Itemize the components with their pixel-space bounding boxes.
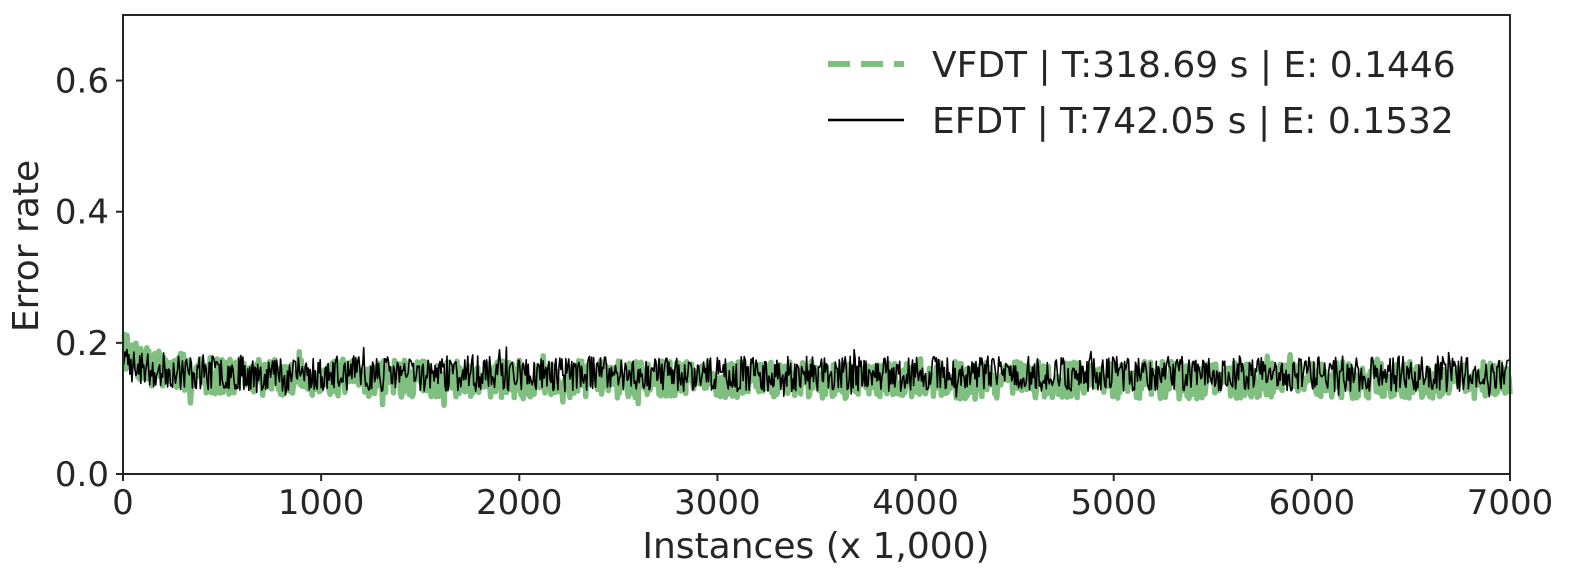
x-tick-label: 2000 [476, 483, 563, 523]
y-tick-label: 0.0 [55, 455, 109, 495]
x-tick-label: 7000 [1467, 483, 1554, 523]
ticks-layer: 0 1000 2000 3000 4000 5000 6000 7000 0.0 0.2 0.4 0.… [55, 62, 1553, 523]
y-tick-label: 0.6 [55, 62, 109, 102]
x-tick-label: 5000 [1070, 483, 1157, 523]
axes-frame [122, 14, 1511, 475]
legend-label-efdt: EFDT | T:742.05 s | E: 0.1532 [932, 101, 1454, 142]
x-tick-label: 3000 [674, 483, 761, 523]
x-tick-label: 0 [112, 483, 134, 523]
legend-label-vfdt: VFDT | T:318.69 s | E: 0.1446 [932, 45, 1456, 86]
y-tick-label: 0.4 [55, 193, 109, 233]
x-axis-title: Instances (x 1,000) [642, 526, 989, 567]
y-tick-label: 0.2 [55, 324, 109, 364]
x-tick-label: 4000 [872, 483, 959, 523]
x-tick-label: 1000 [278, 483, 365, 523]
y-axis-title: Error rate [6, 160, 47, 332]
legend: VFDT | T:318.69 s | E: 0.1446 EFDT | T:7… [828, 45, 1456, 142]
x-tick-label: 6000 [1269, 483, 1356, 523]
series-layer [121, 331, 1513, 408]
series-line-efdt [122, 346, 1511, 398]
